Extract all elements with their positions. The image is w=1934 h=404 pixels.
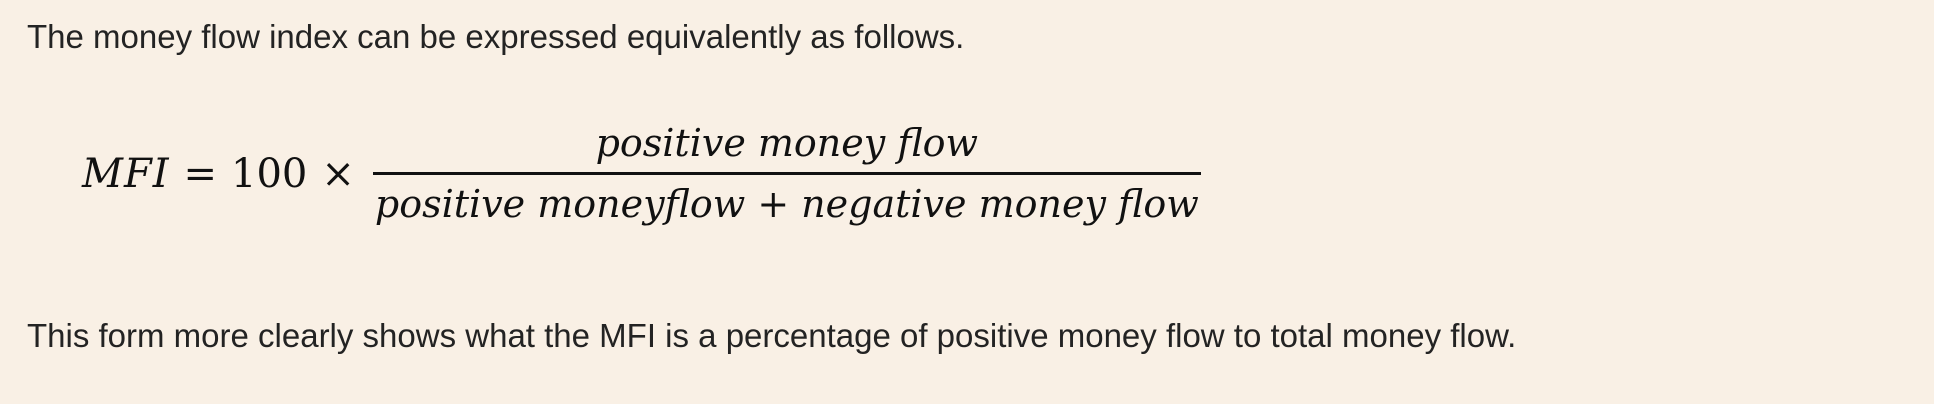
- intro-paragraph: The money flow index can be expressed eq…: [27, 18, 965, 55]
- fraction-bar: [372, 172, 1201, 175]
- denominator-left: positive moneyflow: [374, 182, 746, 226]
- denominator-plus: +: [757, 182, 790, 226]
- formula-numerator: positive money flow: [595, 121, 979, 165]
- formula-constant: 100: [231, 150, 308, 197]
- formula-times: ×: [321, 150, 355, 197]
- formula-equals: =: [183, 150, 218, 197]
- outro-paragraph: This form more clearly shows what the MF…: [27, 317, 1517, 354]
- mfi-formula: MFI = 100 × positive money flow positive…: [82, 120, 1201, 227]
- formula-denominator: positive moneyflow + negative money flow: [373, 175, 1201, 227]
- formula-fraction: positive money flow positive moneyflow + n…: [372, 120, 1201, 227]
- formula-lhs: MFI: [82, 150, 170, 197]
- denominator-right: negative money flow: [801, 182, 1199, 226]
